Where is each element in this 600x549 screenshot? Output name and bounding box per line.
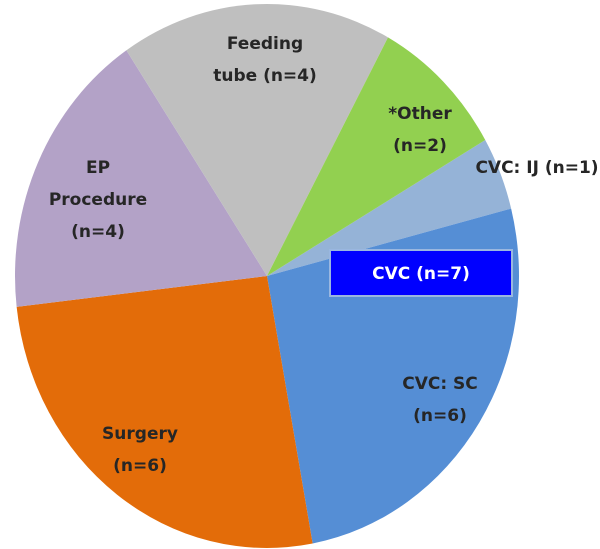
slice-label: CVC: IJ (n=1): [475, 158, 598, 178]
pie-slice: [126, 4, 388, 277]
slice-label: (n=2): [393, 136, 447, 156]
slice-label: CVC: SC: [402, 374, 478, 394]
pie-slice: [267, 37, 486, 276]
slice-label: Feeding: [227, 34, 303, 54]
slice-label: Surgery: [102, 424, 178, 444]
slice-label: (n=6): [113, 456, 167, 476]
slice-label: tube (n=4): [213, 66, 317, 86]
slice-label: *Other: [388, 104, 452, 124]
slice-label: EP: [86, 158, 110, 178]
slice-label: (n=6): [413, 406, 467, 426]
slice-label: Procedure: [49, 190, 147, 210]
pie-slice: [14, 50, 267, 307]
annotation: CVC (n=7): [372, 264, 470, 284]
slice-label: (n=4): [71, 222, 125, 242]
pie-slice: [267, 140, 512, 276]
pie-slice: [16, 276, 313, 548]
annotation-box: [329, 249, 513, 297]
